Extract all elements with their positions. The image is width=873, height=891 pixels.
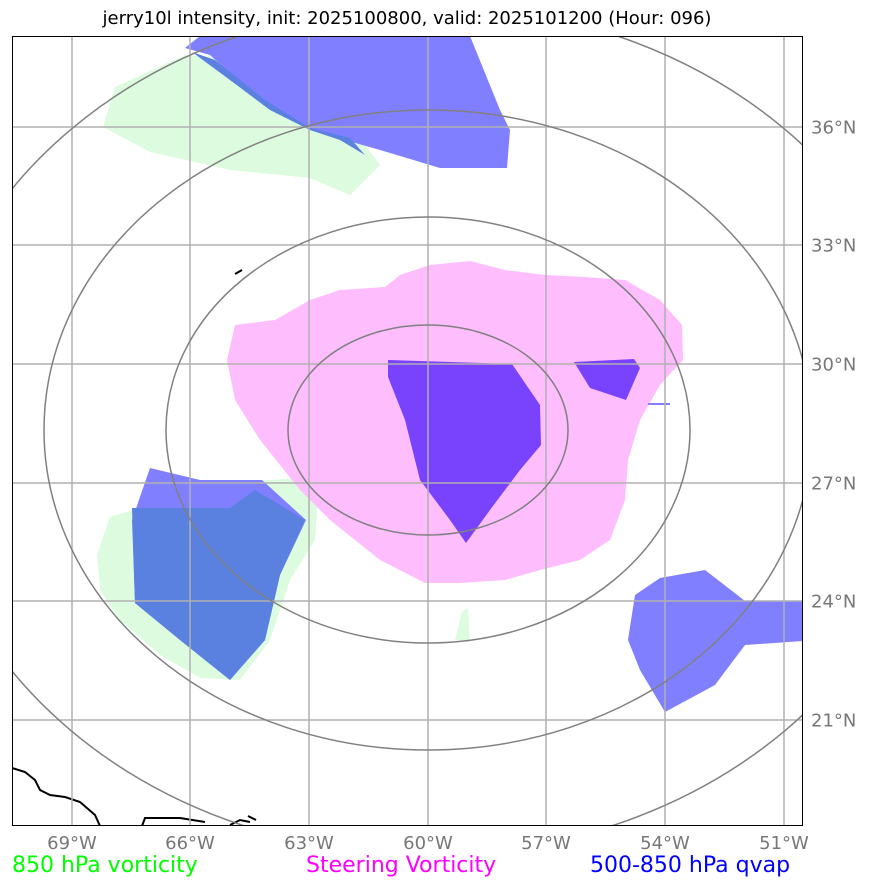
lon-label-69w: 69°W (47, 833, 97, 854)
lat-label-21n: 21°N (811, 710, 857, 732)
lat-label-36n: 36°N (811, 117, 857, 139)
lon-label-54w: 54°W (640, 833, 690, 854)
qvap-steering-overlap-east (574, 359, 640, 400)
lon-label-51w: 51°W (759, 833, 809, 854)
lon-label-63w: 63°W (284, 833, 334, 854)
coastline-bermuda (234, 269, 243, 275)
lon-label-66w: 66°W (165, 833, 215, 854)
lat-label-30n: 30°N (811, 354, 857, 376)
lon-label-57w: 57°W (521, 833, 571, 854)
legend-850-vorticity: 850 hPa vorticity (12, 853, 198, 878)
map-title: jerry10l intensity, init: 2025100800, va… (102, 8, 712, 29)
lon-label-60w: 60°W (403, 833, 453, 854)
graticule (12, 36, 803, 826)
legend-qvap: 500-850 hPa qvap (590, 853, 791, 878)
lat-label-24n: 24°N (811, 591, 857, 613)
vorticity-850-region-small (455, 608, 470, 642)
overlap-region-sw (132, 490, 305, 680)
lat-label-33n: 33°N (811, 235, 857, 257)
qvap-steering-overlap-main (388, 360, 541, 543)
range-rings (12, 36, 803, 826)
map-frame (12, 36, 803, 826)
overlap-region-nw (192, 52, 365, 155)
vorticity-850-region-nw (103, 55, 380, 195)
legend-steering-vorticity: Steering Vorticity (306, 853, 497, 878)
coastline-lesser-antilles (141, 815, 257, 826)
coastline-caribbean (12, 767, 101, 826)
lat-label-27n: 27°N (811, 473, 857, 495)
